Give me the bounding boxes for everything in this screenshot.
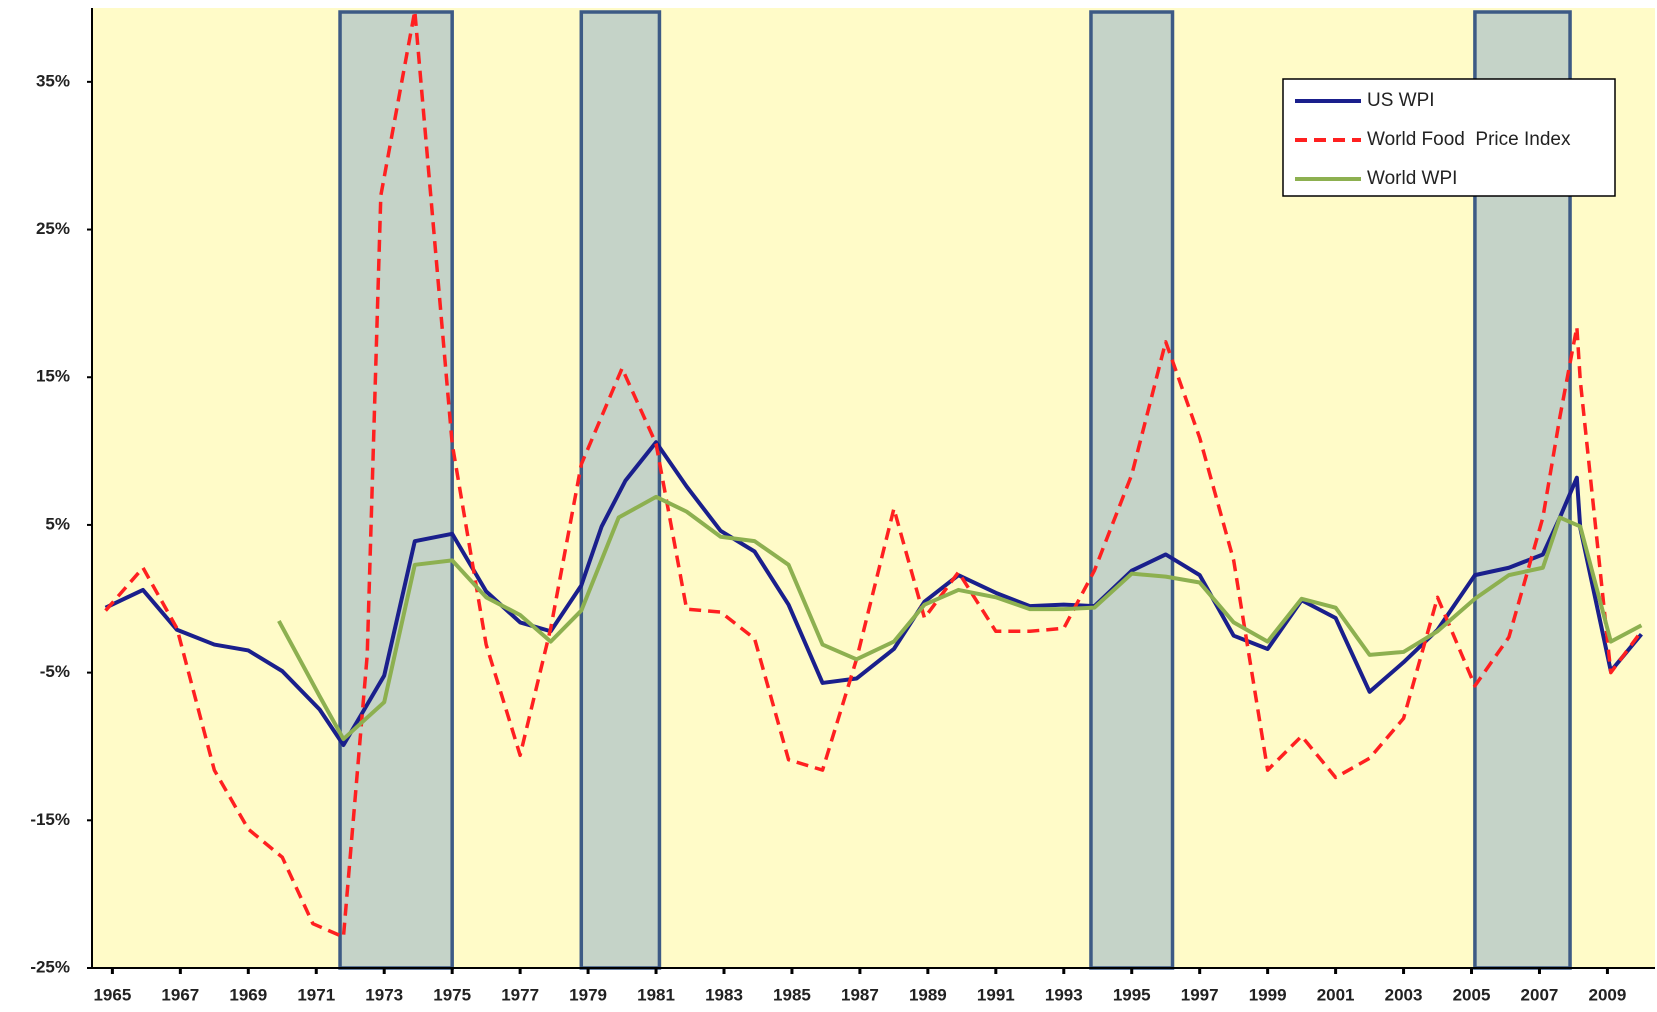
x-tick-label: 1987 <box>841 985 879 1004</box>
y-tick-label: 35% <box>36 71 70 90</box>
x-tick-label: 1989 <box>909 985 947 1004</box>
series-line <box>277 494 1643 742</box>
legend: US WPI World Food Price Index World WPI <box>1282 78 1616 197</box>
legend-label: World Food Price Index <box>1367 129 1571 150</box>
x-tick-label: 1999 <box>1249 985 1287 1004</box>
x-tick-label: 2005 <box>1453 985 1491 1004</box>
x-tick-label: 1993 <box>1045 985 1083 1004</box>
legend-label: World WPI <box>1367 168 1457 189</box>
legend-label: US WPI <box>1367 90 1435 111</box>
x-tick-label: 1983 <box>705 985 743 1004</box>
shaded-period <box>338 10 454 970</box>
x-tick-label: 1975 <box>433 985 471 1004</box>
y-tick-label: -15% <box>30 810 70 829</box>
x-tick-label: 1995 <box>1113 985 1151 1004</box>
x-tick-label: 2007 <box>1521 985 1559 1004</box>
x-tick-label: 1971 <box>297 985 335 1004</box>
x-tick-label: 1977 <box>501 985 539 1004</box>
x-tick-label: 1981 <box>637 985 675 1004</box>
x-tick-label: 2009 <box>1589 985 1627 1004</box>
x-tick-label: 1969 <box>229 985 267 1004</box>
y-tick-label: 5% <box>45 514 70 533</box>
x-tick-label: 1979 <box>569 985 607 1004</box>
x-tick-label: 1965 <box>93 985 131 1004</box>
legend-box <box>1282 78 1616 197</box>
series-line <box>104 9 1643 939</box>
x-tick-label: 2001 <box>1317 985 1355 1004</box>
x-tick-label: 1967 <box>161 985 199 1004</box>
x-tick-label: 1997 <box>1181 985 1219 1004</box>
x-tick-label: 1991 <box>977 985 1015 1004</box>
y-tick-label: -5% <box>40 662 70 681</box>
x-tick-label: 1985 <box>773 985 811 1004</box>
y-tick-label: 15% <box>36 367 70 386</box>
y-tick-label: -25% <box>30 957 70 976</box>
shaded-period <box>1089 10 1175 970</box>
y-tick-label: 25% <box>36 219 70 238</box>
x-tick-label: 2003 <box>1385 985 1423 1004</box>
x-tick-label: 1973 <box>365 985 403 1004</box>
